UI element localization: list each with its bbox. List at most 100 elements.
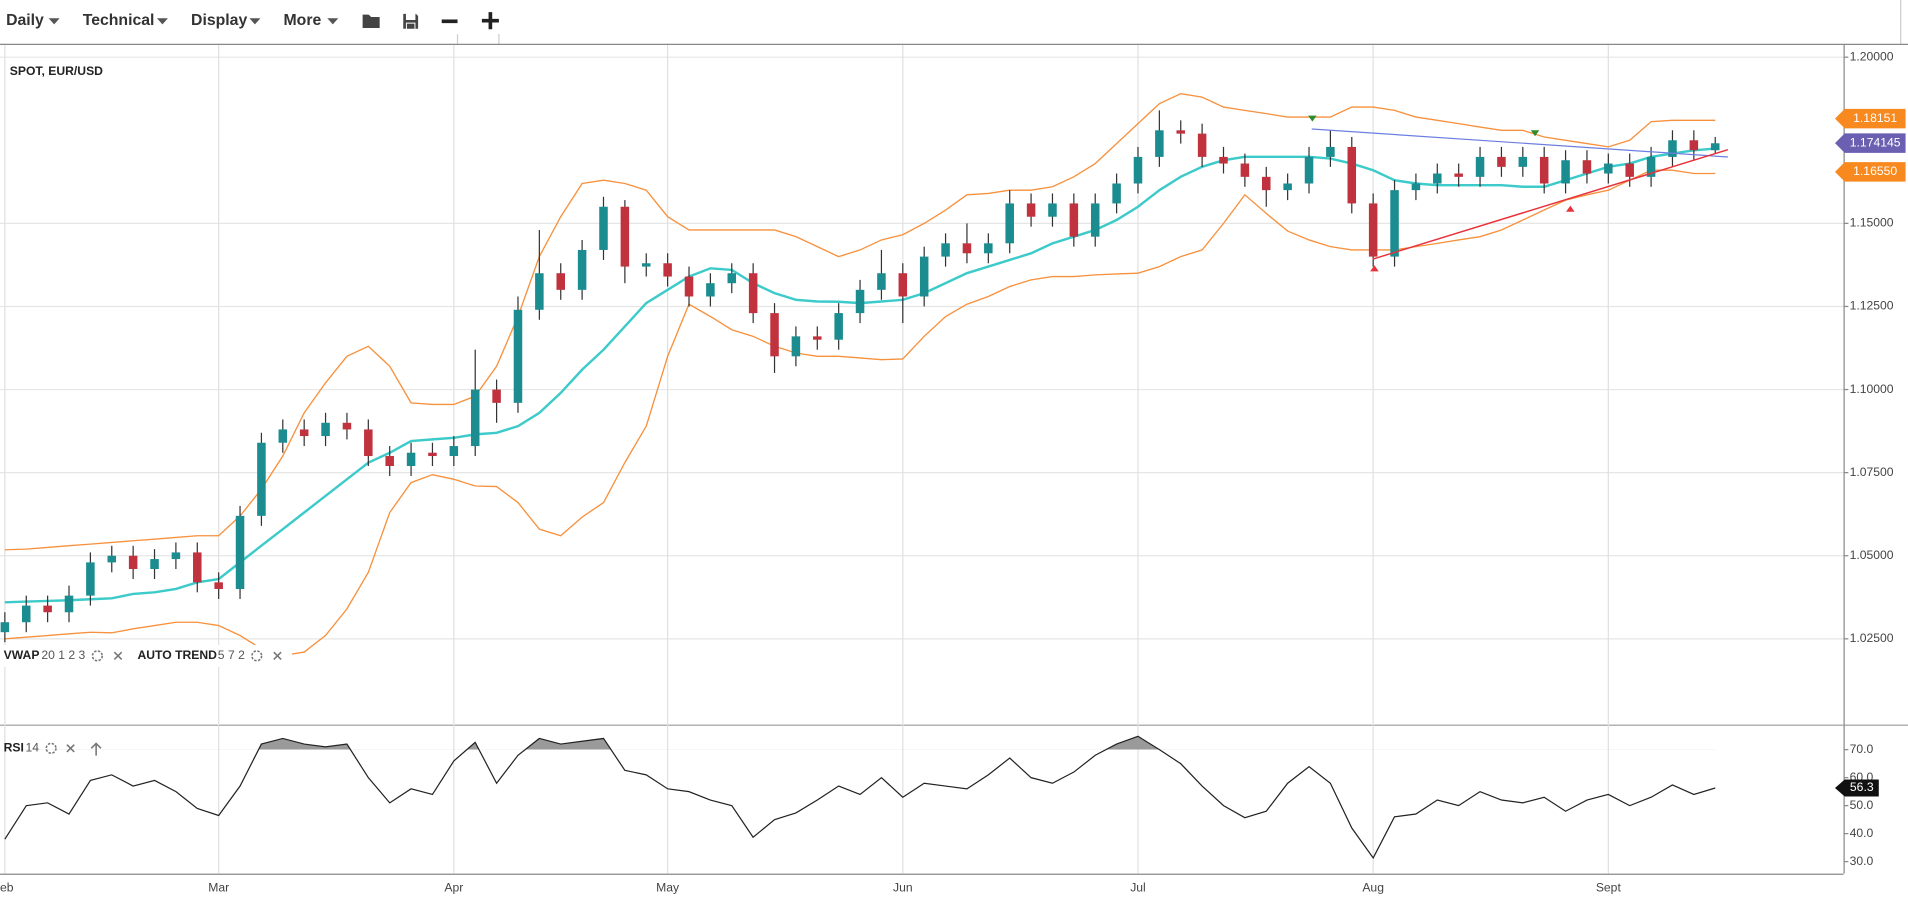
candle-body (1155, 130, 1164, 157)
candle-body (1048, 203, 1057, 217)
indicator-name[interactable]: AUTO TREND (138, 648, 218, 662)
candle-body (898, 273, 908, 297)
save-icon[interactable] (402, 12, 420, 30)
candle-body (1283, 183, 1292, 191)
indicator-params: 5 7 2 (218, 648, 245, 662)
candle-body (620, 206, 630, 267)
menu-daily[interactable]: Daily (6, 12, 44, 29)
candle-body (449, 446, 459, 457)
remove-icon[interactable] (113, 651, 123, 661)
candle-body (641, 263, 651, 267)
candle-body (855, 289, 865, 314)
candle-body (941, 243, 950, 257)
candle-body (193, 552, 202, 583)
open-icon[interactable] (362, 14, 380, 28)
candle-body (1454, 173, 1463, 177)
y-tick-label: 1.15000 (1850, 216, 1894, 230)
price-tag (1834, 108, 1906, 129)
indicator-params: 20 1 2 3 (41, 648, 85, 662)
candle-body (1411, 183, 1421, 191)
remove-icon[interactable] (273, 651, 282, 661)
menu-more[interactable]: More (284, 12, 322, 29)
zoom-in[interactable] (481, 12, 499, 30)
candle-body (1646, 156, 1656, 177)
settings-icon[interactable] (45, 742, 57, 754)
price-tag-label: 1.174145 (1850, 135, 1901, 149)
pivot-high (1308, 115, 1317, 122)
menu-display[interactable]: Display (191, 12, 247, 29)
candle-body (1668, 140, 1677, 157)
grid (0, 45, 1844, 874)
candle-body (428, 452, 437, 457)
candle-body (1112, 183, 1121, 204)
candle-body (1176, 130, 1186, 134)
indicator-legend: VWAP 20 1 2 3 AUTO TREND 5 7 2 (0, 644, 293, 667)
candle-body (1582, 160, 1592, 174)
candle-body (1133, 156, 1143, 184)
y-tick-label: 1.05000 (1850, 548, 1894, 562)
y-tick-label: 1.10000 (1850, 382, 1894, 396)
indicator-params: 14 (26, 741, 40, 755)
candle-body (1069, 203, 1079, 237)
settings-icon[interactable] (91, 650, 104, 662)
candle-body (791, 336, 801, 357)
band-line (4, 92, 1716, 551)
candle-body (577, 249, 587, 290)
y-tick-label: 1.20000 (1850, 49, 1894, 63)
candle-body (1475, 156, 1485, 177)
candle-body (1347, 146, 1357, 204)
price-tag-label: 1.18151 (1853, 111, 1897, 125)
candle-body (513, 309, 523, 403)
price-tag (1834, 133, 1906, 153)
candle-body (834, 313, 843, 340)
support-line (1372, 148, 1729, 260)
zoom-out[interactable] (441, 19, 458, 24)
candle-body (1197, 133, 1207, 157)
candle-body (257, 442, 266, 516)
candle-body (214, 582, 223, 589)
candle-body (150, 559, 159, 570)
candle-body (919, 256, 929, 297)
x-tick-label: May (656, 880, 680, 894)
candle-body (706, 283, 715, 297)
auto-trend (1308, 115, 1729, 272)
remove-icon[interactable] (66, 744, 75, 753)
rsi-legend: RSI 14 (4, 741, 102, 756)
move-up-icon[interactable] (90, 742, 102, 756)
x-tick-label: eb (0, 880, 14, 894)
settings-icon[interactable] (251, 650, 263, 662)
x-tick-label: Jun (893, 880, 913, 894)
candle-body (278, 429, 288, 443)
candle-body (86, 562, 95, 596)
value-tag-label: 56.3 (1850, 780, 1874, 794)
candle-body (877, 273, 886, 290)
dropdown-arrow[interactable] (327, 18, 339, 25)
candle-body (1026, 203, 1036, 217)
candle-body (1240, 163, 1250, 177)
x-tick-label: Jul (1130, 880, 1146, 894)
indicator-name[interactable]: VWAP (4, 648, 40, 662)
y-tick-label: 70.0 (1850, 742, 1874, 756)
toolbar: Daily Technical Display More (6, 0, 1902, 44)
y-tick-label: 1.07500 (1850, 465, 1894, 479)
candle-body (1090, 203, 1100, 237)
dropdown-arrow[interactable] (249, 18, 261, 25)
menu-technical[interactable]: Technical (83, 12, 155, 29)
candle-body (107, 555, 117, 563)
dropdown-arrow[interactable] (48, 18, 60, 25)
indicator-name[interactable]: RSI (4, 741, 24, 755)
y-tick-label: 30.0 (1850, 854, 1874, 868)
candle-body (64, 595, 74, 613)
candle-body (727, 273, 737, 284)
resistance-line (1311, 128, 1728, 158)
price-tag-label: 1.16550 (1853, 164, 1897, 178)
candle-body (684, 276, 694, 297)
candle-body (663, 263, 672, 277)
candle-body (385, 456, 394, 466)
candle-body (21, 605, 31, 623)
candle-body (599, 206, 608, 250)
pivot-low (1370, 265, 1379, 272)
dropdown-arrow[interactable] (156, 18, 168, 25)
x-tick-label: Mar (208, 880, 229, 894)
